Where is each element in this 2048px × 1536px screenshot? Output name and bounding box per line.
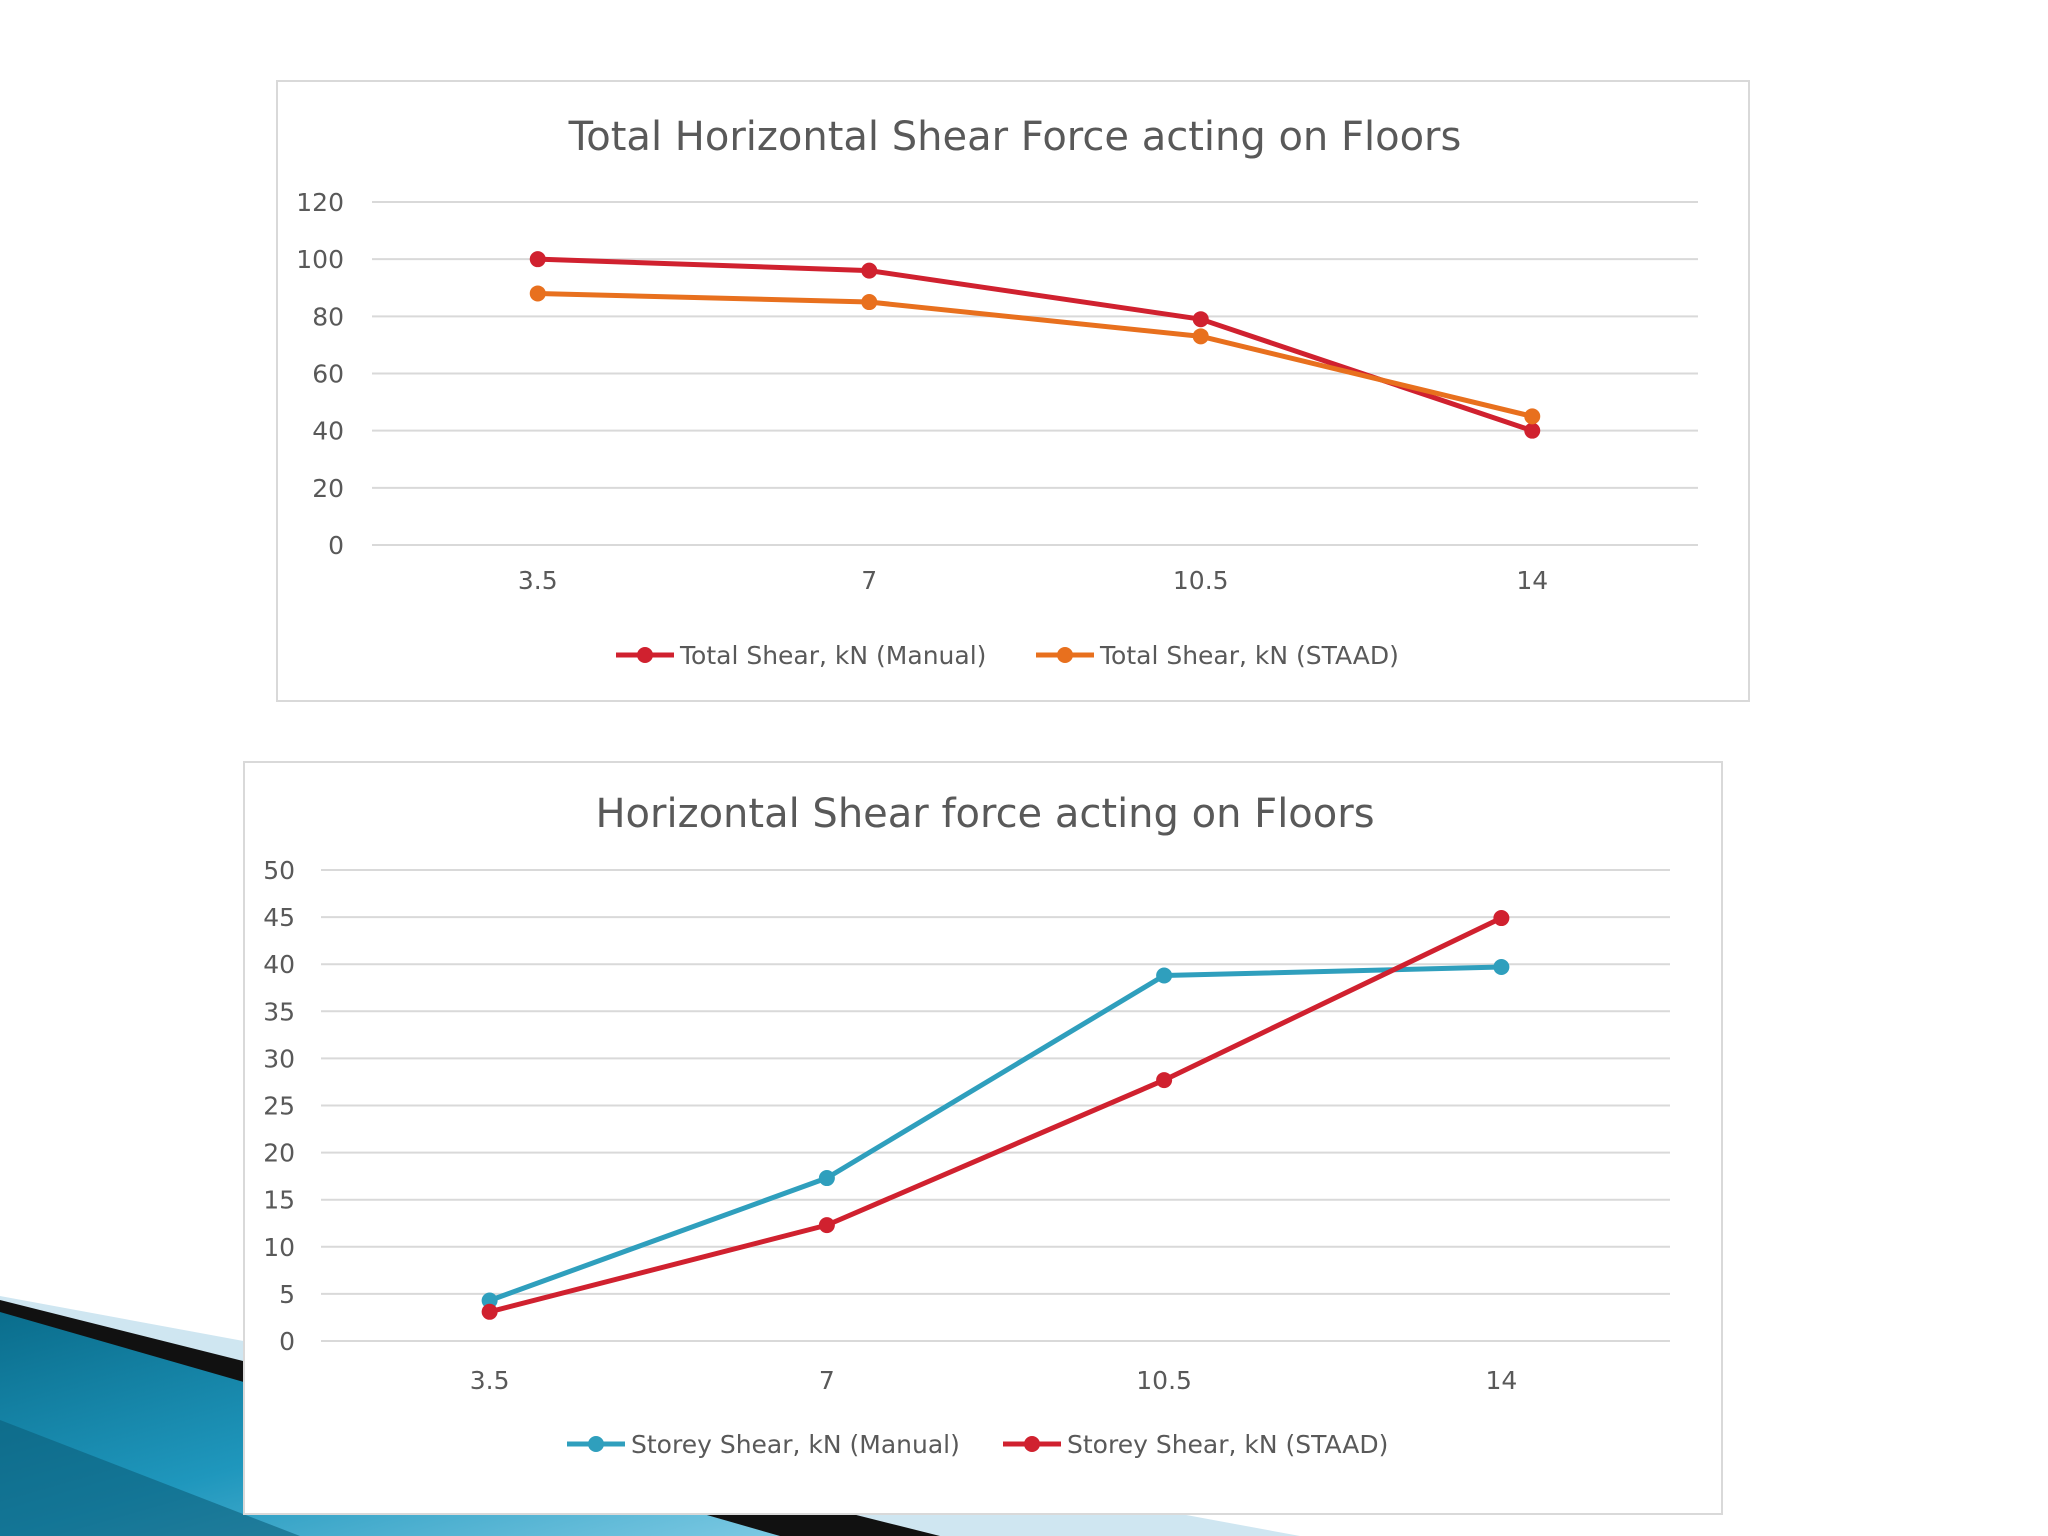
total-series-1-point <box>529 285 546 302</box>
total-shear-chart-svg: Total Horizontal Shear Force acting on F… <box>296 114 1698 670</box>
storey-legend-entry: Storey Shear, kN (Manual) <box>631 1430 960 1459</box>
storey-series-1-point <box>1493 910 1510 927</box>
total-series-0-point <box>529 251 546 268</box>
total-series-0-point <box>861 262 878 279</box>
total-series-1-point <box>1524 408 1541 425</box>
storey-series-line-0 <box>487 964 1504 1303</box>
total-y-tick-label: 0 <box>328 531 344 560</box>
storey-y-tick-label: 10 <box>263 1233 295 1262</box>
total-x-tick-label: 14 <box>1516 566 1548 595</box>
total-y-tick-label: 60 <box>312 360 344 389</box>
total-y-tick-label: 20 <box>312 474 344 503</box>
total-series-1-point <box>861 294 878 311</box>
total-y-tick-label: 80 <box>312 302 344 331</box>
storey-chart-title: Horizontal Shear force acting on Floors <box>595 791 1374 837</box>
storey-y-tick-label: 40 <box>263 950 295 979</box>
storey-series-0-point <box>1156 967 1173 984</box>
total-series-0-point <box>1192 311 1209 328</box>
storey-shear-chart-svg: Horizontal Shear force acting on Floors 0… <box>263 791 1670 1459</box>
total-y-tick-label: 40 <box>312 417 344 446</box>
storey-legend-swatch-marker <box>588 1436 604 1452</box>
storey-y-tick-label: 50 <box>263 856 295 885</box>
storey-y-tick-label: 35 <box>263 997 295 1026</box>
storey-y-tick-label: 25 <box>263 1092 295 1121</box>
storey-series-1-point <box>818 1217 835 1234</box>
storey-y-tick-label: 15 <box>263 1186 295 1215</box>
storey-series-1-point <box>481 1303 498 1320</box>
total-x-tick-label: 7 <box>861 566 877 595</box>
storey-shear-chart: Horizontal Shear force acting on Floors 0… <box>243 761 1723 1515</box>
storey-series-0-point <box>818 1170 835 1187</box>
storey-y-tick-label: 20 <box>263 1139 295 1168</box>
total-x-tick-label: 3.5 <box>518 566 558 595</box>
storey-legend-swatch-marker <box>1024 1436 1040 1452</box>
storey-y-tick-label: 5 <box>279 1280 295 1309</box>
total-series-line-0 <box>535 256 1535 434</box>
total-series-0-point <box>1524 422 1541 439</box>
total-y-tick-label: 100 <box>296 245 344 274</box>
storey-series-line-1 <box>487 915 1504 1315</box>
total-shear-chart: Total Horizontal Shear Force acting on F… <box>276 80 1750 702</box>
storey-x-tick-label: 10.5 <box>1136 1366 1192 1395</box>
total-chart-title: Total Horizontal Shear Force acting on F… <box>568 114 1462 160</box>
storey-x-tick-label: 7 <box>819 1366 835 1395</box>
storey-y-tick-label: 45 <box>263 903 295 932</box>
storey-legend-entry: Storey Shear, kN (STAAD) <box>1067 1430 1388 1459</box>
total-legend-swatch-marker <box>637 647 653 663</box>
total-legend-entry: Total Shear, kN (Manual) <box>679 641 986 670</box>
storey-series-0-point <box>481 1292 498 1309</box>
total-x-tick-label: 10.5 <box>1173 566 1229 595</box>
storey-series-0-point <box>1493 959 1510 976</box>
storey-x-tick-label: 14 <box>1485 1366 1517 1395</box>
storey-x-tick-label: 3.5 <box>470 1366 510 1395</box>
storey-series-1-point <box>1156 1072 1173 1089</box>
storey-y-tick-label: 30 <box>263 1044 295 1073</box>
total-legend-entry: Total Shear, kN (STAAD) <box>1099 641 1399 670</box>
total-series-line-1 <box>535 290 1535 419</box>
storey-y-tick-label: 0 <box>279 1327 295 1356</box>
total-series-1-point <box>1192 328 1209 345</box>
total-y-tick-label: 120 <box>296 188 344 217</box>
total-legend-swatch-marker <box>1057 647 1073 663</box>
